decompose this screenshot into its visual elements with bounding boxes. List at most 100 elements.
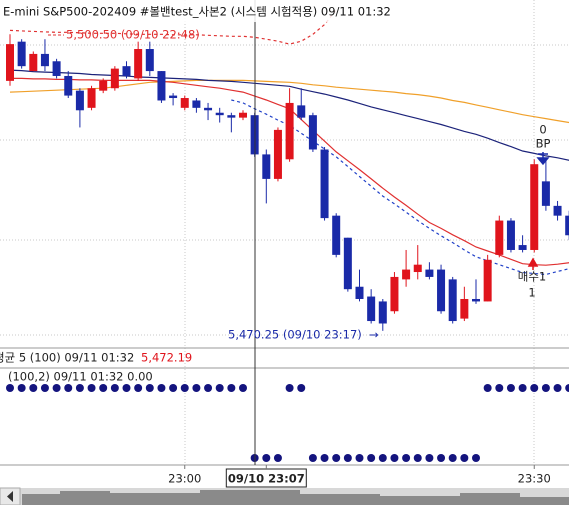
signal-dot xyxy=(110,384,119,392)
candle-body xyxy=(553,205,562,216)
signal-dot xyxy=(64,384,73,392)
candle-body xyxy=(297,105,306,118)
signal-dot xyxy=(17,384,26,392)
signal-dot xyxy=(402,454,411,462)
indicator-label: 평균 5 (100) 09/11 01:32 xyxy=(0,351,134,365)
signal-dot xyxy=(134,384,143,392)
signal-top-name: BP xyxy=(536,137,551,151)
signal-dot xyxy=(460,454,469,462)
signal-dot xyxy=(541,384,550,392)
signal-bottom-name: 매수1 xyxy=(518,270,546,284)
candle-body xyxy=(565,215,569,236)
candle-body xyxy=(541,181,550,206)
candle-body xyxy=(343,237,352,290)
candle-body xyxy=(413,264,422,273)
candle-body xyxy=(180,98,189,108)
indicator-line xyxy=(9,69,569,161)
sell-arrow xyxy=(536,152,550,166)
x-axis: 23:00 09/10 23:07 23:30 xyxy=(168,465,551,488)
signal-dot xyxy=(145,384,154,392)
candle-body xyxy=(52,61,61,76)
low-arrow: → xyxy=(369,328,379,342)
candle-body xyxy=(367,296,376,322)
signal-dot xyxy=(157,384,166,392)
signal-dot xyxy=(355,454,364,462)
candle-body xyxy=(204,107,213,111)
indicator-line xyxy=(9,9,337,45)
candle-body xyxy=(355,286,364,299)
signal-dot xyxy=(320,454,329,462)
candle-body xyxy=(134,49,143,79)
candle-body xyxy=(460,298,469,319)
signal-dot xyxy=(239,384,247,392)
candle-body xyxy=(530,164,539,250)
signal-dot xyxy=(285,384,294,392)
signal-dot xyxy=(180,384,189,392)
candle-body xyxy=(192,100,201,108)
signal-dot xyxy=(227,384,236,392)
high-label: 5,500.50 (09/10 22:48) xyxy=(66,28,200,42)
signal-dot xyxy=(343,454,352,462)
signal-dot xyxy=(75,384,84,392)
candle-body xyxy=(87,88,96,108)
candle-body xyxy=(99,80,108,91)
candle-body xyxy=(145,49,154,72)
x-tick-label: 23:00 xyxy=(168,472,201,486)
signal-dot xyxy=(448,454,457,462)
candle-body xyxy=(506,220,515,250)
signal-dot xyxy=(483,384,492,392)
signal-dot xyxy=(390,454,399,462)
signal-dot xyxy=(565,384,569,392)
candle-body xyxy=(425,269,434,277)
candle-body xyxy=(17,41,26,67)
candle-body xyxy=(448,279,457,322)
signal-dot xyxy=(506,384,515,392)
candle-body xyxy=(239,112,247,118)
x-tick-label: 09/10 23:07 xyxy=(228,472,305,486)
low-label: 5,470.25 (09/10 23:17) xyxy=(228,328,362,342)
candle-body xyxy=(122,66,131,76)
signal-dot xyxy=(367,454,376,462)
candle-body xyxy=(402,269,411,280)
signal-dot xyxy=(122,384,131,392)
candle-body xyxy=(169,95,178,99)
signal-dot xyxy=(87,384,96,392)
signal-dot xyxy=(472,454,480,462)
candle-body xyxy=(110,68,119,89)
signal-dot xyxy=(297,384,306,392)
signal-dot xyxy=(332,454,341,462)
candle-body xyxy=(437,269,446,312)
scroll-overview xyxy=(22,490,569,505)
signal-dot xyxy=(40,384,49,392)
candle-body xyxy=(332,215,341,255)
signal-dot xyxy=(262,454,271,462)
signal-dot xyxy=(192,384,201,392)
candle-body xyxy=(215,112,224,116)
candle-body xyxy=(483,259,492,302)
candle-body xyxy=(495,220,504,255)
signal-dot xyxy=(215,384,224,392)
signal-dot xyxy=(99,384,108,392)
signal-dot xyxy=(29,384,38,392)
signal-dot xyxy=(413,454,422,462)
signal-dot xyxy=(495,384,504,392)
signal-dot xyxy=(204,384,213,392)
title-bg xyxy=(0,0,405,22)
signal-dot xyxy=(437,454,446,462)
signal-dot xyxy=(553,384,562,392)
signal-panel-label: (100,2) 09/11 01:32 0.00 xyxy=(8,370,153,384)
candle-body xyxy=(320,149,329,219)
signal-dot xyxy=(518,384,527,392)
signal-dot xyxy=(530,384,539,392)
candles xyxy=(6,34,569,331)
candle-body xyxy=(518,245,527,250)
indicator-value: 5,472.19 xyxy=(141,351,192,365)
candle-body xyxy=(273,129,282,179)
signal-dot xyxy=(378,454,387,462)
candle-body xyxy=(227,115,236,118)
signal-dot xyxy=(169,384,178,392)
signal-dot xyxy=(6,384,14,392)
